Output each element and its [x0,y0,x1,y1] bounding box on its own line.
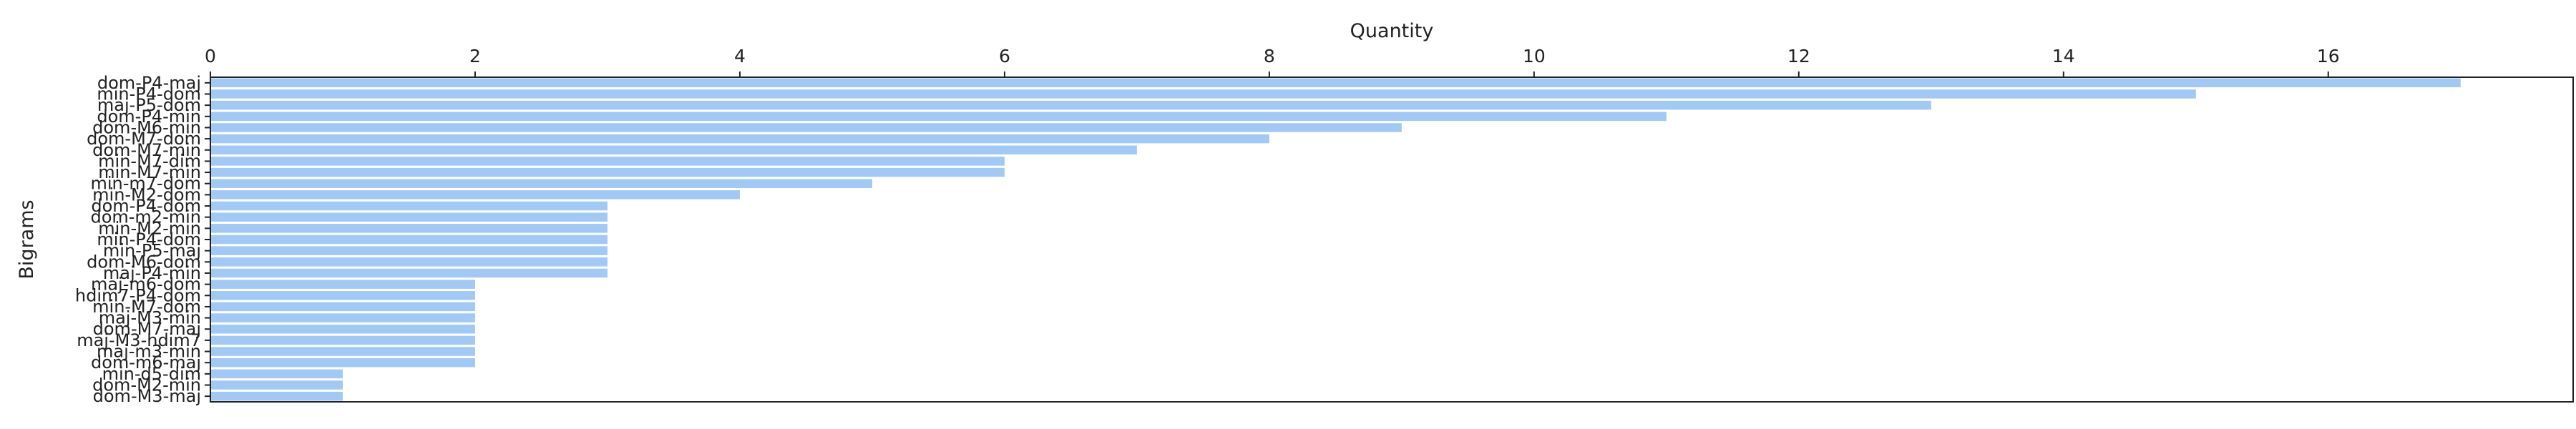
bar [210,190,740,199]
y-tick-label: min-d5-dim [102,364,201,384]
bar [210,167,1005,177]
y-tick-label: dom-M7-min [92,140,201,160]
x-tick-label: 0 [205,46,216,66]
x-tick-label: 4 [734,46,746,66]
bar [210,291,475,300]
x-tick-label: 16 [2317,46,2340,66]
bar [210,201,608,211]
x-tick-label: 8 [1264,46,1275,66]
bar [210,212,608,222]
y-tick-label: dom-M2-min [92,375,201,395]
bar [210,145,1137,155]
y-tick-label: dom-M7-dom [87,129,201,149]
y-tick-label: dom-M6-dom [87,252,201,272]
y-tick-label: min-M7-dim [98,151,201,171]
y-axis-title: Bigrams [16,199,38,279]
y-tick-label: dom-P4-dom [91,196,201,216]
y-tick-label: min-M2-dom [92,184,201,204]
y-tick-label: min-M2-min [98,218,201,238]
y-tick-label: maj-m3-min [97,342,201,362]
bar [210,313,475,322]
bar [210,157,1005,166]
x-tick-label: 10 [1523,46,1546,66]
y-tick-label: dom-M3-maj [93,386,201,406]
bar [210,179,872,188]
y-tick-label: maj-m6-dom [91,275,201,295]
bar [210,134,1269,144]
x-ticks-group: 0 2 4 6 8 10 12 14 16 [205,46,2340,77]
bar [210,257,608,267]
y-tick-label: dom-m2-min [90,207,201,227]
x-axis-title: Quantity [1350,20,1434,42]
y-tick-label: min-P4-dom [97,230,201,250]
y-tick-label: dom-P4-maj [97,73,201,93]
bar [210,335,475,345]
y-tick-label: min-m7-dom [90,174,201,194]
y-tick-label: min-P4-dom [97,84,201,104]
bar [210,78,2461,88]
y-tick-label: min-M7-min [98,162,201,182]
y-tick-label: maj-M3-min [99,308,201,328]
bar [210,369,343,379]
bar [210,268,608,278]
y-tick-label: dom-m6-maj [91,352,201,373]
bar [210,123,1402,132]
x-tick-label: 12 [1787,46,1810,66]
bar [210,302,475,312]
y-tick-label: dom-M7-maj [93,319,201,339]
bar [210,112,1667,122]
bars-group [210,78,2461,401]
x-tick-label: 14 [2052,46,2075,66]
bar [210,224,608,233]
bar [210,280,475,289]
bar [210,324,475,334]
y-tick-label: min-M7-dom [92,297,201,317]
bar [210,246,608,255]
y-tick-label: maj-P5-dom [97,95,201,115]
y-tick-label: hdim7-P4-dom [75,285,201,305]
bar [210,347,475,356]
y-tick-label: dom-M6-min [92,117,201,137]
bar [210,391,343,401]
plot-frame [210,77,2574,403]
y-tick-label: min-P5-maj [103,241,201,261]
bar [210,235,608,245]
bar [210,89,2196,99]
bar [210,358,475,368]
x-tick-label: 2 [469,46,481,66]
bar [210,100,1931,110]
y-tick-label: maj-M3-hdim7 [77,330,201,350]
y-ticks-group: dom-P4-majmin-P4-dommaj-P5-domdom-P4-min… [75,73,210,406]
x-tick-label: 6 [999,46,1010,66]
y-tick-label: maj-P4-min [103,263,201,283]
y-tick-label: dom-P4-min [97,107,201,127]
bar [210,380,343,390]
